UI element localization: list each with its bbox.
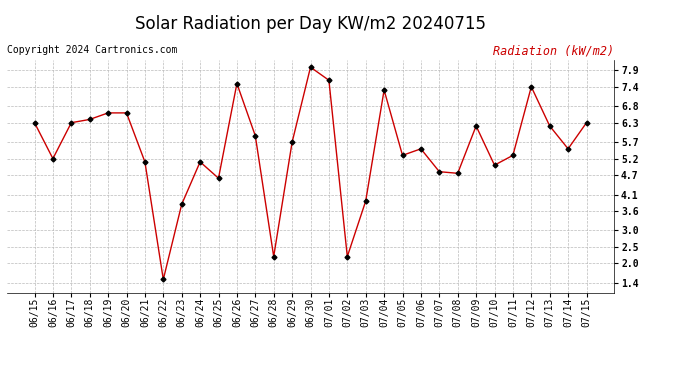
Text: Copyright 2024 Cartronics.com: Copyright 2024 Cartronics.com xyxy=(7,45,177,55)
Text: Radiation (kW/m2): Radiation (kW/m2) xyxy=(493,45,614,58)
Text: Solar Radiation per Day KW/m2 20240715: Solar Radiation per Day KW/m2 20240715 xyxy=(135,15,486,33)
